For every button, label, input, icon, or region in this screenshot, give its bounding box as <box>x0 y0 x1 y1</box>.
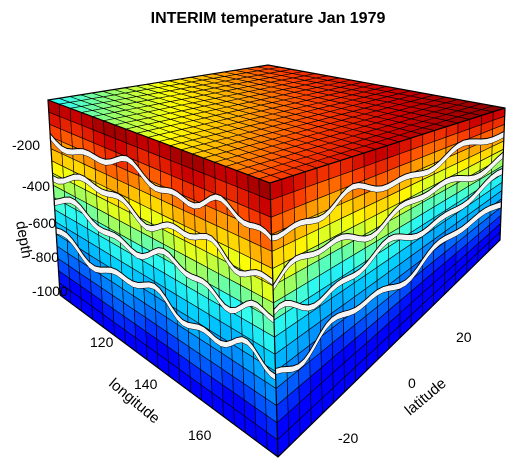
longitude-tick-label: 140 <box>134 376 158 392</box>
depth-layer-line-left <box>54 196 275 318</box>
latitude-tick-label: 20 <box>456 329 472 345</box>
depth-tick-label: -400 <box>22 178 50 194</box>
depth-tick-label: -800 <box>31 249 59 265</box>
longitude-tick-label: 160 <box>188 427 212 443</box>
latitude-tick-label: -20 <box>338 430 358 446</box>
depth-layer-line-right <box>275 201 502 370</box>
depth-layer-line-right <box>272 151 504 286</box>
depth-layer-line-right <box>273 167 503 310</box>
depth-tick-label: -200 <box>12 137 40 153</box>
chart-title: INTERIM temperature Jan 1979 <box>151 10 386 27</box>
longitude-tick-label: 120 <box>90 334 114 350</box>
depth-tick-label: -1000 <box>32 283 68 299</box>
depth-layer-line-left <box>55 227 276 375</box>
depth-tick-label: -600 <box>28 215 56 231</box>
depth-layer-line-left <box>52 173 274 280</box>
depth-layer-ribbons <box>47 64 506 458</box>
surface-face <box>46 64 506 184</box>
depth-axis-label: depth <box>12 220 35 260</box>
depth-layer-line-left <box>49 132 272 236</box>
latitude-tick-label: 0 <box>408 375 416 391</box>
depth-layer-line-right <box>271 130 505 236</box>
box-front-edge <box>269 182 279 458</box>
